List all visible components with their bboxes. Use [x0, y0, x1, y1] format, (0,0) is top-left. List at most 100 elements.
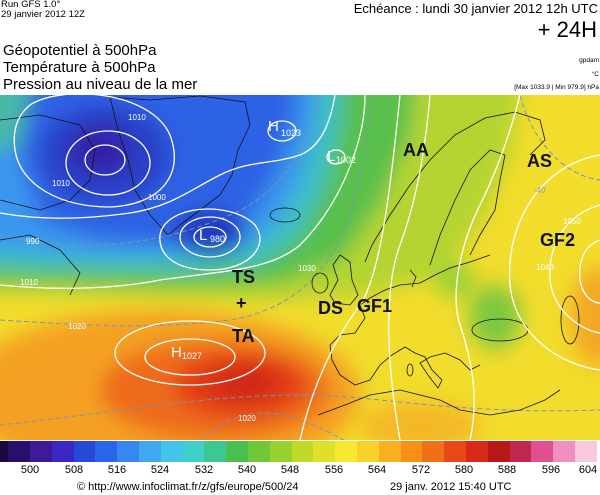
field-region [469, 285, 521, 349]
isobar-contours [0, 95, 600, 440]
generated-timestamp: 29 janv. 2012 15:40 UTC [390, 481, 512, 493]
run-date: 29 janvier 2012 12Z [1, 9, 85, 20]
isobar-line [267, 120, 297, 142]
unit-geopotential: gpdam [579, 57, 599, 64]
isotherm-line [0, 394, 600, 426]
isobar-line [65, 130, 151, 196]
coastline-corsica [406, 363, 414, 377]
coastline-europe-north [329, 254, 491, 376]
coastline-canada [0, 114, 96, 211]
colorbar [0, 441, 600, 462]
run-label: Run GFS 1.0° [1, 0, 61, 10]
colorbar-tick: 564 [367, 464, 387, 476]
colorbar-tick: 596 [541, 464, 561, 476]
low-pressure-symbol: L [199, 227, 208, 244]
colorbar-tick: 548 [280, 464, 300, 476]
colorbar-swatch [269, 441, 293, 462]
isotherm-line [199, 412, 346, 440]
colorbar-swatch [400, 441, 423, 462]
isobar-line [144, 338, 236, 376]
isobar-label: 1010 [128, 113, 146, 122]
isobar-line [326, 149, 346, 165]
colorbar-swatch [509, 441, 532, 462]
isobar-label: 1050 [563, 217, 581, 226]
field-region [360, 402, 480, 440]
annotation-label: AA [403, 140, 429, 160]
colorbar-swatch [531, 441, 554, 462]
colorbar-swatch [182, 441, 205, 462]
colorbar-tick: 524 [150, 464, 170, 476]
unit-temperature: °C [591, 71, 599, 78]
colorbar-swatch [160, 441, 184, 462]
isotherm-label: -40 [534, 186, 546, 195]
isobar-label: 1040 [536, 263, 554, 272]
coastlines [0, 95, 580, 416]
colorbar-swatch [30, 441, 53, 462]
isobar-line [193, 226, 227, 248]
colorbar-swatch [575, 441, 598, 462]
field-region [570, 267, 600, 367]
colorbar-tick: 532 [194, 464, 214, 476]
annotation-label: GF2 [540, 230, 576, 250]
colorbar-swatch [204, 441, 227, 462]
colorbar-swatch [357, 441, 380, 462]
title-temperature: Température à 500hPa [3, 59, 156, 76]
pressure-range: [Max 1033.9 | Min 979.9] hPa [514, 84, 599, 91]
colorbar-tick: 604 [578, 464, 598, 476]
colorbar-swatch [378, 441, 402, 462]
isobar-line [13, 95, 175, 208]
colorbar-swatch [444, 441, 467, 462]
coastline-ireland [311, 272, 329, 294]
low-pressure-symbol: L [327, 148, 336, 165]
colorbar-swatch [487, 441, 511, 462]
isotherm-line [0, 95, 321, 246]
isobar-line [508, 154, 600, 371]
colorbar-swatch [422, 441, 445, 462]
isobar-line [0, 95, 336, 219]
isobar-line [84, 144, 126, 176]
colorbar-tick: 500 [20, 464, 40, 476]
colorbar-swatch [596, 441, 600, 462]
colorbar-swatch [95, 441, 118, 462]
weather-map [0, 95, 600, 440]
annotation-label: + [236, 293, 247, 313]
isobar-label: 1000 [148, 193, 166, 202]
isobar-label: 990 [26, 237, 40, 246]
forecast-valid-time: Echéance : lundi 30 janvier 2012 12h UTC [353, 1, 598, 16]
source-url: © http://www.infoclimat.fr/z/gfs/europe/… [77, 481, 299, 493]
annotation-label: TA [232, 326, 255, 346]
colorbar-tick: 516 [107, 464, 127, 476]
isobar-label: 1020 [238, 414, 256, 423]
coastline-greenland [109, 95, 251, 236]
colorbar-swatch [8, 441, 31, 462]
colorbar-swatch [335, 441, 358, 462]
isobar-line [549, 204, 600, 334]
field-region [435, 262, 475, 298]
pressure-center-value: 1027 [182, 351, 203, 361]
annotation-label: TS [232, 267, 256, 287]
isobar-label: 1010 [20, 278, 38, 287]
title-geopotential: Géopotentiel à 500hPa [3, 42, 157, 59]
coastline-iceland [269, 207, 301, 223]
isobar-line [579, 239, 600, 304]
colorbar-swatch [553, 441, 576, 462]
colorbar-tick: 556 [324, 464, 344, 476]
colorbar-tick: 580 [454, 464, 474, 476]
colorbar-swatch [117, 441, 140, 462]
isobar-line [114, 320, 266, 386]
coastline-baltic [429, 149, 506, 266]
field-region [175, 211, 245, 255]
pressure-center-value: 980 [210, 234, 226, 244]
annotation-label: DS [318, 298, 344, 318]
high-pressure-symbol: H [268, 118, 279, 135]
colorbar-swatch [291, 441, 314, 462]
coastline-denmark [409, 269, 417, 288]
colorbar-tick: 572 [411, 464, 431, 476]
isobar-label: 1030 [298, 264, 316, 273]
pressure-center-value: 1002 [336, 155, 357, 165]
colorbar-swatch [139, 441, 162, 462]
field-region [213, 367, 277, 399]
isotherm-lines [0, 95, 600, 440]
geopotential-field [0, 95, 600, 440]
